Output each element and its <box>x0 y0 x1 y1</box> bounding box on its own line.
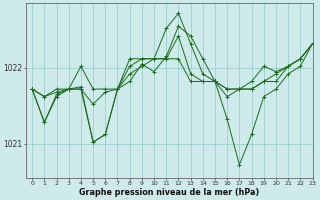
X-axis label: Graphe pression niveau de la mer (hPa): Graphe pression niveau de la mer (hPa) <box>79 188 260 197</box>
